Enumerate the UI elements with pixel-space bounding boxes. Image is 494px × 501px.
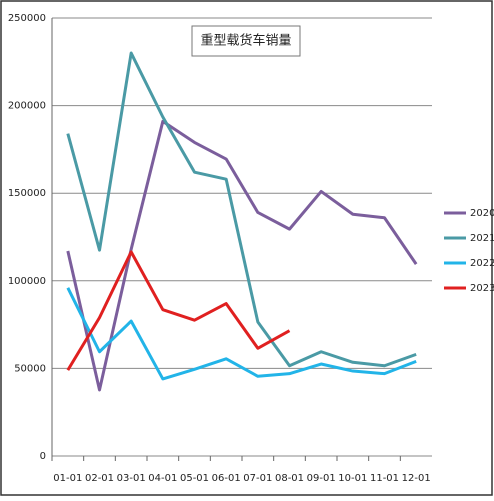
line-series	[66, 51, 417, 368]
x-tick-label: 07-01	[243, 473, 272, 484]
legend-label: 2021	[470, 233, 494, 244]
legend-label: 2023	[470, 283, 494, 294]
y-tick-label: 100000	[8, 276, 46, 287]
x-tick-label: 10-01	[338, 473, 367, 484]
x-tick-label: 01-01	[53, 473, 82, 484]
line-series	[66, 119, 418, 392]
y-tick-label: 200000	[8, 101, 46, 112]
y-tick-label: 250000	[8, 13, 46, 24]
chart-title: 重型载货车销量	[200, 33, 291, 49]
x-tick-label: 05-01	[180, 473, 209, 484]
x-tick-label: 12-01	[402, 473, 431, 484]
legend-label: 2020	[470, 208, 494, 219]
legend-label: 2022	[470, 258, 494, 269]
title-box	[191, 25, 301, 57]
x-tick-label: 06-01	[212, 473, 241, 484]
x-tick-label: 08-01	[275, 473, 304, 484]
x-tick-label: 04-01	[148, 473, 177, 484]
x-tick-label: 11-01	[370, 473, 399, 484]
line-series	[66, 250, 291, 371]
y-tick-label: 0	[40, 451, 46, 462]
x-tick-label: 03-01	[117, 473, 146, 484]
x-tick-label: 02-01	[85, 473, 114, 484]
y-tick-label: 150000	[8, 188, 46, 199]
x-tick-label: 09-01	[307, 473, 336, 484]
y-tick-label: 50000	[14, 363, 46, 374]
line-series	[66, 287, 417, 381]
